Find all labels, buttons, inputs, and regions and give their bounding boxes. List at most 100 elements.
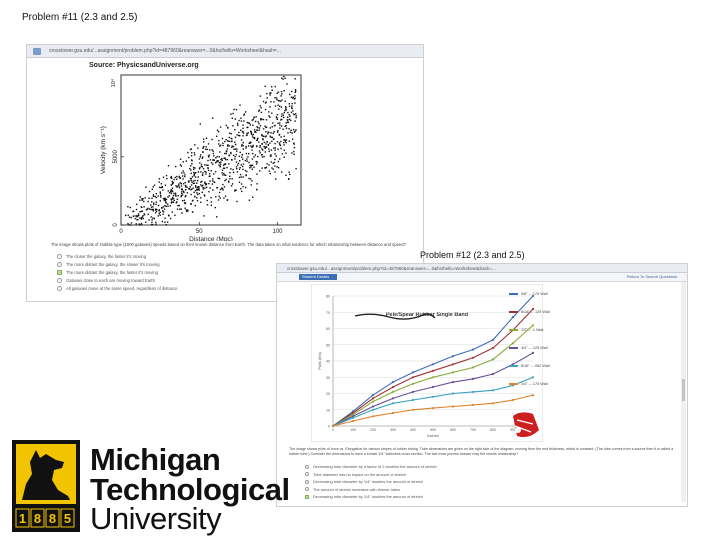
- scatter-point: [271, 126, 273, 128]
- scatter-point: [184, 189, 187, 191]
- scatter-point: [194, 179, 196, 182]
- scatter-point: [259, 145, 261, 147]
- answer-list: Decreasing tube diameter by a factor of …: [305, 463, 437, 501]
- radio-button-icon[interactable]: [305, 472, 309, 477]
- scatter-point: [287, 116, 289, 118]
- scatter-point: [266, 92, 268, 95]
- series-point: [351, 420, 355, 423]
- answer-option[interactable]: Tube diameter has no impact on the amoun…: [305, 471, 437, 479]
- scatter-point: [196, 182, 198, 184]
- scatter-point: [189, 186, 191, 188]
- scatter-point: [164, 184, 167, 186]
- scatter-point: [207, 164, 209, 166]
- scatter-point: [285, 124, 287, 127]
- scatter-point: [215, 196, 217, 198]
- radio-button-icon[interactable]: [305, 487, 309, 492]
- scatter-point: [216, 135, 218, 137]
- radio-button-icon[interactable]: [57, 277, 62, 283]
- scatter-point: [206, 199, 208, 202]
- radio-button-icon[interactable]: [57, 261, 62, 267]
- scatter-point: [283, 149, 285, 151]
- radio-button-icon[interactable]: [57, 285, 62, 291]
- scatter-point: [274, 149, 276, 151]
- radio-button-icon[interactable]: [305, 479, 309, 484]
- answer-option[interactable]: The closer the galaxy, the faster it's m…: [57, 252, 178, 260]
- scatter-point: [230, 158, 233, 161]
- scatter-point: [192, 182, 195, 185]
- x-axis-label: Inches: [427, 433, 439, 438]
- logo-word-michigan: Michigan: [90, 442, 221, 477]
- scatter-point: [245, 111, 247, 113]
- scatter-point: [234, 156, 236, 158]
- scatter-point: [186, 192, 189, 194]
- tab-strip: Student Details Return To Search Questio…: [277, 273, 687, 282]
- scatter-point: [231, 145, 233, 147]
- scatter-point: [183, 202, 186, 204]
- scatter-point: [274, 153, 276, 155]
- answer-option[interactable]: Decreasing tube diameter by a factor of …: [305, 463, 437, 471]
- scatter-point: [228, 181, 230, 183]
- answer-option[interactable]: The more distant the galaxy, the slower …: [57, 260, 178, 268]
- scatter-point: [288, 171, 290, 173]
- scatter-point: [252, 145, 254, 148]
- scatter-point: [273, 147, 275, 149]
- answer-option[interactable]: Decreasing tube diameter by 1/4" doubles…: [305, 478, 437, 486]
- scatter-point: [281, 118, 283, 121]
- scatter-point: [226, 199, 228, 201]
- scatter-point: [288, 103, 290, 105]
- scatter-point: [223, 174, 226, 176]
- checkbox-selected-icon[interactable]: [57, 269, 62, 275]
- series-point: [431, 369, 435, 372]
- y-axis-label: Velocity (km s⁻¹): [100, 126, 107, 174]
- scatter-point: [207, 143, 210, 145]
- address-bar[interactable]: crosstower.gsu.edu/...assignment/problem…: [27, 45, 423, 58]
- radio-button-icon[interactable]: [57, 253, 62, 259]
- scatter-point: [258, 141, 260, 143]
- scatter-point: [259, 152, 261, 154]
- scatter-point: [202, 138, 205, 140]
- scatter-point: [150, 206, 153, 208]
- scatter-point: [150, 223, 153, 226]
- scatter-point: [278, 108, 280, 110]
- scatter-point: [222, 142, 224, 144]
- scatter-point: [264, 146, 266, 148]
- scatter-point: [190, 189, 192, 191]
- scatter-point: [236, 200, 238, 203]
- scatter-point: [171, 201, 173, 203]
- answer-option[interactable]: Galaxies close to each are moving toward…: [57, 276, 178, 284]
- scatter-point: [234, 158, 236, 160]
- scatter-point: [274, 97, 276, 99]
- answer-option-selected[interactable]: The more distant the galaxy, the faster …: [57, 268, 178, 276]
- scatter-point: [220, 158, 222, 161]
- scatter-point: [135, 223, 137, 225]
- address-bar[interactable]: crosstower.gsu.edu/...assignment/problem…: [277, 264, 687, 273]
- scatter-point: [269, 92, 271, 94]
- scatter-point: [284, 140, 286, 142]
- scatter-point: [162, 211, 165, 213]
- scatter-point: [248, 177, 250, 180]
- answer-option[interactable]: All galaxies move at the same speed, reg…: [57, 284, 178, 292]
- scatter-point: [229, 178, 231, 180]
- answer-option-selected[interactable]: Decreasing tube diameter by 1/4" doubles…: [305, 493, 437, 501]
- scatter-point: [280, 91, 283, 93]
- scatter-point: [227, 126, 229, 129]
- scatter-point: [252, 196, 254, 198]
- scatter-point: [190, 179, 192, 182]
- checkbox-selected-icon[interactable]: [305, 494, 309, 499]
- answer-option[interactable]: The amount of stretch increases with thi…: [305, 486, 437, 494]
- scatter-point: [195, 185, 197, 187]
- scatter-point: [159, 191, 161, 193]
- scatter-point: [128, 224, 130, 226]
- scatter-point: [242, 145, 244, 147]
- scrollbar-thumb[interactable]: [682, 379, 685, 401]
- scatter-point: [259, 125, 262, 127]
- scatter-point: [194, 144, 196, 146]
- scatter-point: [181, 200, 184, 202]
- tab-student-details[interactable]: Student Details: [299, 274, 337, 280]
- radio-button-icon[interactable]: [305, 464, 309, 469]
- scatter-point: [139, 224, 141, 226]
- return-link[interactable]: Return To Search Questions: [627, 274, 678, 279]
- scatter-point: [276, 98, 278, 101]
- scatter-point: [239, 173, 242, 176]
- scatter-point: [154, 209, 157, 211]
